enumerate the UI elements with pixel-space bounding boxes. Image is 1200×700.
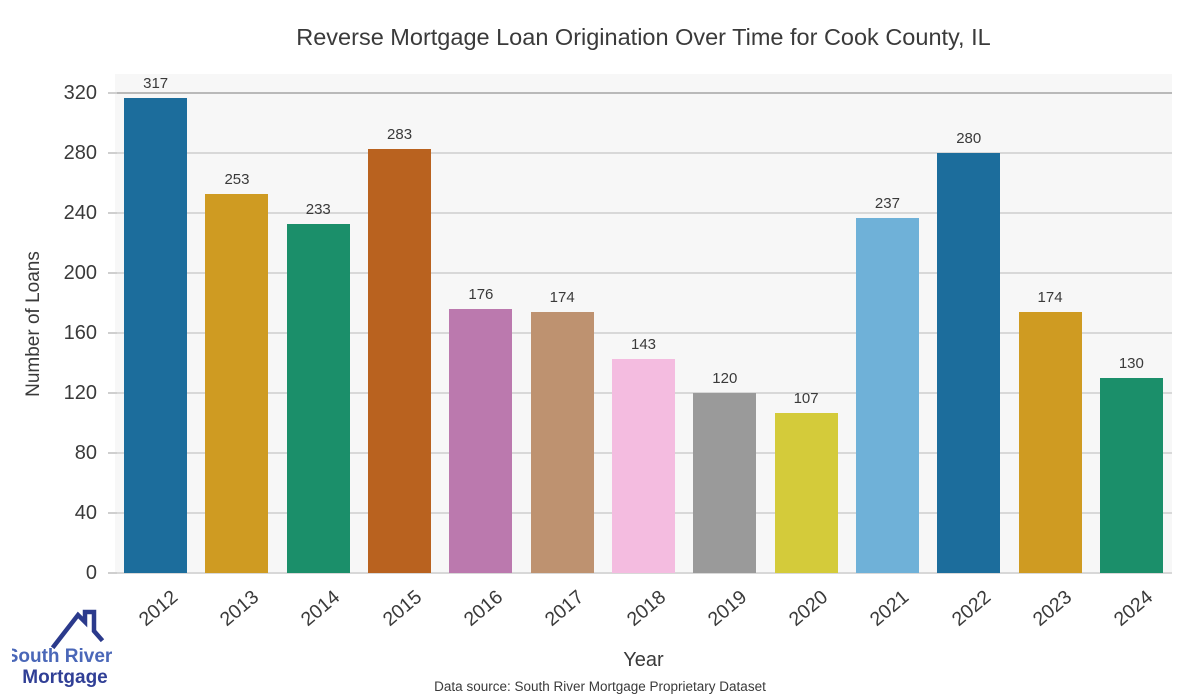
bar-2017: [530, 312, 594, 573]
y-tick-mark: [108, 452, 117, 454]
bar-2022: [937, 153, 1001, 573]
bar-2024: [1099, 378, 1163, 573]
y-tick-mark: [108, 272, 117, 274]
bar-2018: [612, 358, 675, 573]
bar-2021: [855, 217, 919, 573]
bar-value-label: 120: [712, 370, 738, 387]
x-tick-label: 2024: [1110, 586, 1158, 631]
bar-2016: [449, 309, 513, 573]
y-tick-label: 120: [63, 382, 97, 404]
bar-value-label: 317: [143, 74, 169, 92]
x-tick-label: 2019: [703, 586, 751, 631]
y-tick-label: 0: [85, 562, 97, 584]
bar-2019: [693, 393, 757, 573]
y-tick-label: 40: [74, 502, 97, 524]
bar-value-label: 283: [387, 125, 413, 143]
x-tick-label: 2017: [540, 586, 589, 631]
x-tick-label: 2016: [459, 586, 508, 631]
y-tick-mark: [108, 92, 117, 94]
data-source-note: Data source: South River Mortgage Propri…: [434, 679, 766, 694]
house-roof-icon: [50, 609, 105, 650]
bar-value-label: 174: [1037, 289, 1063, 306]
x-tick-label: 2014: [297, 586, 345, 631]
y-tick-mark: [108, 572, 117, 574]
gridline: [115, 212, 1172, 214]
x-tick-label: 2013: [215, 586, 264, 631]
x-tick-label: 2023: [1028, 586, 1077, 631]
bar-value-label: 233: [305, 200, 331, 218]
gridline: [115, 152, 1172, 154]
plot-area: 317 253 233 283 176 174 143 120 107 237 280 174 130: [115, 74, 1172, 574]
bar-2015: [368, 148, 432, 573]
y-tick-mark: [108, 392, 117, 394]
bar-value-label: 130: [1118, 355, 1144, 372]
bar-value-label: 280: [956, 130, 982, 147]
bar-value-label: 143: [630, 335, 657, 353]
y-tick-mark: [108, 512, 117, 514]
x-tick-label: 2022: [947, 586, 995, 631]
logo-text-line2: Mortgage: [22, 667, 108, 688]
gridline: [115, 572, 1172, 574]
x-tick-label: 2015: [378, 586, 426, 631]
x-tick-label: 2012: [134, 586, 182, 631]
bar-value-label: 253: [224, 170, 250, 188]
y-tick-mark: [108, 332, 117, 334]
bar-2020: [774, 412, 838, 573]
y-tick-mark: [108, 212, 117, 214]
bar-2012: [124, 97, 188, 573]
bar-value-label: 174: [549, 289, 575, 306]
y-tick-label: 280: [63, 142, 97, 164]
gridline: [115, 272, 1172, 274]
y-tick-label: 240: [63, 202, 97, 224]
bar-value-label: 107: [793, 389, 819, 407]
logo-text-line1: South River: [12, 646, 113, 667]
bar-2014: [286, 223, 350, 573]
company-logo: South River Mortgage: [12, 609, 113, 688]
x-tick-label: 2018: [622, 586, 670, 631]
y-axis-title: Number of Loans: [23, 251, 44, 397]
x-tick-label: 2021: [866, 586, 914, 631]
y-tick-mark: [108, 152, 117, 154]
gridline: [115, 92, 1172, 94]
x-tick-label: 2020: [784, 586, 833, 631]
bar-value-label: 176: [468, 286, 494, 303]
y-tick-label: 200: [63, 262, 97, 284]
chart-title: Reverse Mortgage Loan Origination Over T…: [296, 24, 991, 50]
x-axis-title: Year: [623, 649, 664, 671]
y-tick-label: 320: [63, 82, 97, 104]
bar-2013: [205, 193, 269, 573]
y-tick-label: 80: [74, 442, 97, 464]
bar-value-label: 237: [874, 194, 900, 212]
gridline: [115, 332, 1172, 334]
y-tick-label: 160: [63, 322, 97, 344]
bar-2023: [1018, 312, 1082, 573]
